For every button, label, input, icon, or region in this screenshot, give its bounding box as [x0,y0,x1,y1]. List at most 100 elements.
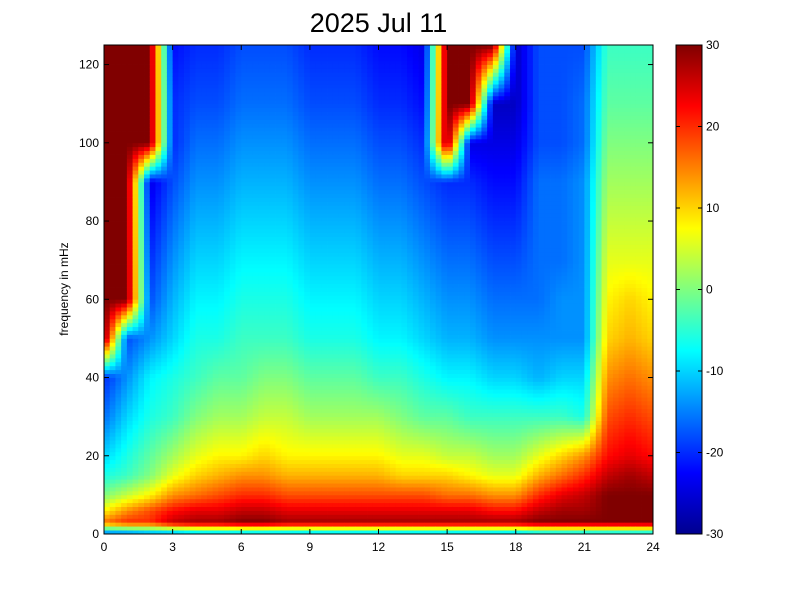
heatmap-cell [269,369,276,375]
heatmap-cell [235,275,242,281]
heatmap-cell [115,138,122,144]
heatmap-cell [104,236,111,241]
heatmap-cell [321,483,328,488]
heatmap-cell [281,455,288,461]
heatmap-cell [132,115,139,120]
heatmap-cell [201,404,208,410]
heatmap-cell [206,420,214,425]
heatmap-cell [155,84,162,89]
heatmap-cell [155,518,162,523]
heatmap-cell [132,479,139,484]
heatmap-cell [178,428,185,433]
heatmap-cell [224,162,231,167]
heatmap-cell [172,107,179,112]
heatmap-cell [184,514,191,519]
heatmap-cell [149,326,156,331]
heatmap-cell [149,361,156,367]
heatmap-cell [327,342,334,347]
heatmap-cell [115,279,122,285]
heatmap-cell [149,264,156,269]
heatmap-cell [184,221,191,226]
heatmap-cell [252,463,259,468]
heatmap-cell [155,111,162,116]
heatmap-cell [218,522,225,527]
heatmap-cell [224,412,231,418]
heatmap-cell [155,295,162,300]
heatmap-cell [292,264,299,269]
heatmap-cell [252,326,259,331]
heatmap-cell [149,88,156,93]
heatmap-cell [189,526,196,531]
heatmap-cell [189,228,196,234]
heatmap-cell [224,377,231,382]
heatmap-cell [189,185,196,191]
heatmap-cell [115,95,122,101]
heatmap-cell [212,267,219,273]
heatmap-cell [212,475,219,480]
heatmap-cell [218,518,225,523]
heatmap-cell [224,287,231,292]
heatmap-cell [298,385,305,390]
heatmap-cell [126,138,133,144]
heatmap-cell [315,252,322,257]
heatmap-cell [235,432,242,437]
heatmap-cell [166,361,174,367]
heatmap-cell [246,174,254,179]
heatmap-cell [212,385,219,390]
heatmap-cell [246,487,254,492]
heatmap-cell [309,440,316,445]
heatmap-cell [212,412,219,418]
heatmap-cell [235,393,242,398]
heatmap-cell [281,514,288,519]
heatmap-cell [115,197,122,202]
heatmap-cell [287,522,294,527]
heatmap-cell [166,178,174,183]
heatmap-cell [172,522,179,527]
heatmap-cell [121,197,128,202]
heatmap-cell [252,224,259,230]
heatmap-cell [315,404,322,410]
heatmap-cell [287,299,294,304]
heatmap-cell [149,377,156,382]
heatmap-cell [269,377,276,382]
heatmap-cell [172,373,179,378]
heatmap-cell [241,471,248,476]
heatmap-cell [327,170,334,175]
heatmap-cell [126,381,133,386]
heatmap-cell [281,178,288,183]
heatmap-cell [212,303,219,308]
heatmap-cell [304,154,311,159]
heatmap-cell [298,444,305,449]
heatmap-cell [281,518,288,523]
heatmap-cell [172,463,179,468]
heatmap-cell [321,436,328,441]
heatmap-cell [104,174,111,179]
heatmap-cell [287,185,294,191]
heatmap-cell [292,338,299,343]
heatmap-cell [184,377,191,382]
heatmap-cell [304,99,311,105]
heatmap-cell [189,275,196,281]
heatmap-cell [241,428,248,433]
heatmap-cell [304,248,311,253]
heatmap-cell [126,52,133,58]
heatmap-cell [212,52,219,58]
heatmap-cell [252,240,259,245]
heatmap-cell [264,322,271,328]
heatmap-cell [132,346,139,351]
heatmap-cell [269,103,276,108]
heatmap-cell [109,84,116,89]
heatmap-cell [144,354,151,359]
heatmap-cell [246,111,254,116]
heatmap-cell [149,236,156,241]
heatmap-cell [298,354,305,359]
heatmap-cell [315,299,322,304]
heatmap-cell [104,518,111,523]
heatmap-cell [269,134,276,140]
heatmap-cell [126,455,133,461]
heatmap-cell [235,178,242,183]
heatmap-cell [298,322,305,328]
heatmap-cell [264,350,271,355]
heatmap-cell [184,330,191,335]
heatmap-cell [281,467,288,472]
